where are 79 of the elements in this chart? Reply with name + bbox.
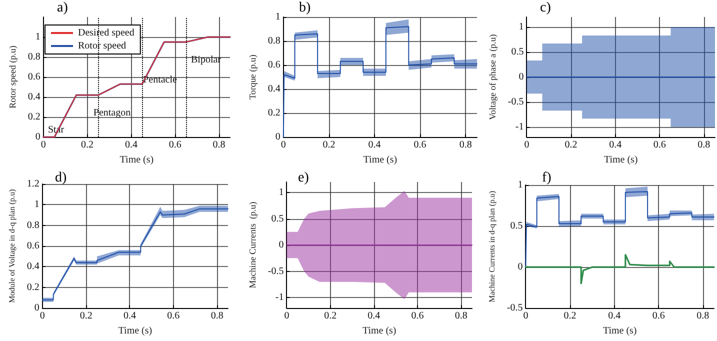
y-axis-title: Module of Voltage in d-q plan (p.u): [8, 188, 16, 303]
x-tick-label: 0.2: [322, 140, 336, 151]
line-series: [524, 254, 715, 284]
x-tick-label: 0.8: [698, 140, 710, 151]
x-tick-label: 0.4: [123, 310, 136, 322]
x-tick-label: 0.2: [80, 310, 92, 322]
y-tick-label: 0.6: [268, 60, 280, 71]
x-tick-label: 0.6: [653, 140, 666, 151]
y-tick-label: 1: [275, 12, 280, 22]
x-tick-label: 0.6: [414, 140, 426, 151]
x-tick-label: 0.8: [454, 310, 468, 322]
x-axis-title: Time (s): [604, 154, 638, 166]
y-tick-label: 0.4: [28, 92, 40, 103]
x-tick-label: 0.6: [652, 310, 665, 322]
y-tick-label: 0.2: [268, 108, 280, 119]
x-tick-label: 0.4: [609, 140, 622, 151]
y-tick-label: -1: [515, 122, 524, 133]
x-axis-title: Time (s): [602, 326, 637, 336]
x-tick-label: 0.2: [324, 310, 337, 322]
x-tick-label: 0.8: [696, 310, 710, 322]
y-axis-title: Machine Currents in d-q plan (p.u): [488, 190, 496, 302]
y-tick-label: 1: [518, 180, 523, 190]
x-tick-label: 0.4: [608, 310, 621, 322]
y-tick-label: 1: [518, 22, 524, 33]
chart-title: b): [299, 0, 311, 16]
x-axis-title: Time (s): [118, 326, 152, 336]
y-tick-label: -0.5: [268, 266, 284, 277]
y-tick-label: 0.6: [26, 240, 40, 252]
y-tick-label: 0: [518, 72, 524, 83]
y-tick-label: 0: [278, 240, 284, 251]
y-tick-label: 0.2: [26, 282, 40, 293]
legend-label: Rotor speed: [78, 40, 126, 52]
y-tick-label: -1: [275, 292, 284, 304]
annotation: Pentagon: [93, 108, 131, 118]
y-tick-label: 0.8: [28, 52, 40, 63]
x-tick-label: 0.6: [411, 310, 424, 322]
x-axis-title: Time (s): [363, 154, 398, 166]
y-tick-label: 1.2: [26, 178, 40, 190]
y-tick-label: 1: [34, 199, 40, 210]
x-tick-label: 0.2: [564, 140, 578, 151]
x-tick-label: 0.6: [167, 310, 180, 322]
y-tick-label: 1: [35, 32, 40, 43]
y-axis-title: Machine Currents (p.u): [248, 202, 258, 288]
y-tick-label: -0.5: [508, 96, 524, 108]
x-tick-label: 0.2: [564, 310, 576, 322]
chart-title: c): [540, 0, 552, 16]
chart-title: e): [298, 170, 310, 186]
y-axis-title: Torque (p.u): [248, 54, 258, 100]
y-tick-label: 0.5: [511, 46, 524, 58]
x-tick-label: 0.4: [368, 310, 380, 322]
x-tick-label: 0.8: [459, 140, 472, 151]
chart-title: f): [542, 170, 552, 186]
x-tick-label: 0.6: [168, 140, 182, 151]
y-axis-title: Voltage of phase a (p.u): [488, 34, 498, 120]
y-axis-title: Rotor speed (p.u): [8, 46, 18, 108]
y-tick-label: 0: [518, 262, 523, 273]
y-tick-label: 0.4: [26, 261, 40, 272]
y-tick-label: 0.6: [28, 72, 40, 83]
chart-title: d): [55, 170, 67, 186]
y-tick-label: 0: [35, 132, 40, 143]
x-tick-label: 0.8: [210, 310, 224, 322]
y-tick-label: 0: [275, 132, 280, 143]
y-tick-label: 0.2: [28, 112, 40, 123]
y-tick-label: 0.5: [510, 220, 523, 232]
y-tick-label: 0.5: [271, 213, 284, 224]
legend-label: Desired speed: [78, 28, 134, 38]
y-tick-label: 0.8: [268, 36, 280, 47]
y-tick-label: 0.4: [268, 84, 280, 95]
y-tick-label: 0.8: [26, 220, 40, 231]
x-axis-title: Time (s): [362, 326, 396, 336]
x-tick-label: 0.4: [368, 140, 381, 151]
y-tick-label: -0.5: [506, 302, 523, 314]
y-tick-label: 0: [34, 302, 40, 314]
x-tick-label: 0.8: [212, 140, 226, 151]
y-tick-label: 1: [278, 187, 284, 198]
x-tick-label: 0.2: [81, 140, 94, 151]
chart-title: a): [57, 0, 68, 16]
x-axis-title: Time (s): [120, 154, 154, 166]
x-tick-label: 0.4: [124, 140, 138, 151]
